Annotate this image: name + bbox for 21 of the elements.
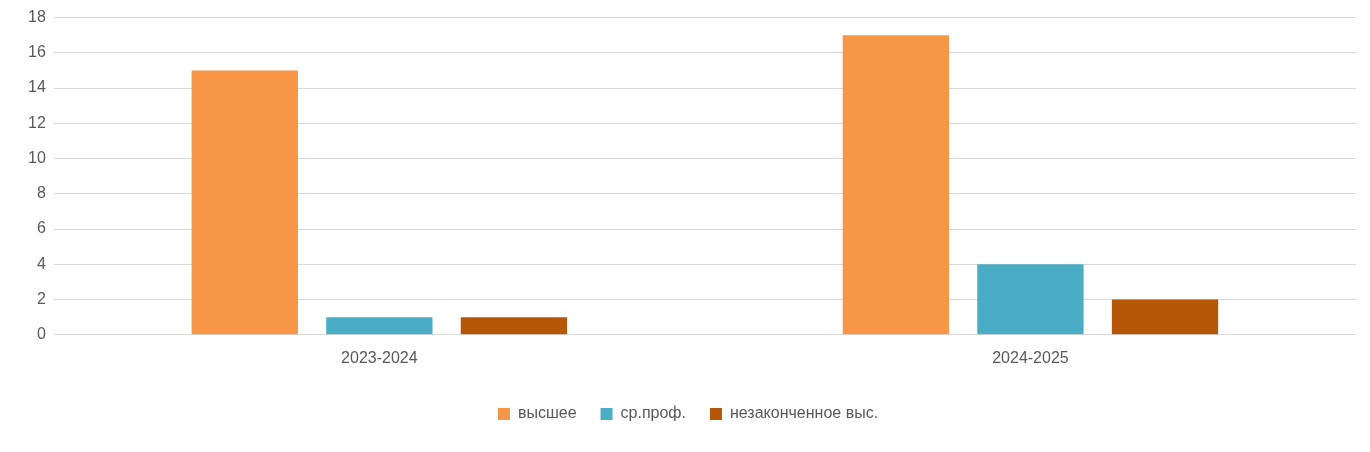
y-tick-label: 2 (36, 289, 46, 307)
x-tick-label: 2024-2025 (992, 348, 1069, 366)
x-tick-label: 2023-2024 (341, 348, 418, 366)
bar (460, 317, 568, 335)
y-tick-label: 14 (28, 78, 46, 96)
legend-label: ср.проф. (620, 404, 686, 422)
bar (191, 70, 298, 335)
y-tick-label: 16 (28, 43, 46, 61)
y-tick-label: 6 (36, 219, 46, 237)
bar (842, 35, 950, 335)
bar (1111, 299, 1219, 335)
y-tick-label: 4 (36, 254, 46, 272)
y-tick-label: 10 (28, 148, 46, 166)
y-tick-label: 18 (28, 8, 46, 26)
legend-label: высшее (517, 404, 577, 422)
bar (326, 317, 433, 335)
y-tick-label: 0 (36, 325, 46, 343)
bar (977, 264, 1084, 335)
y-tick-label: 8 (36, 184, 46, 202)
legend-label: незаконченное выс. (729, 404, 879, 422)
y-tick-label: 12 (28, 113, 46, 131)
